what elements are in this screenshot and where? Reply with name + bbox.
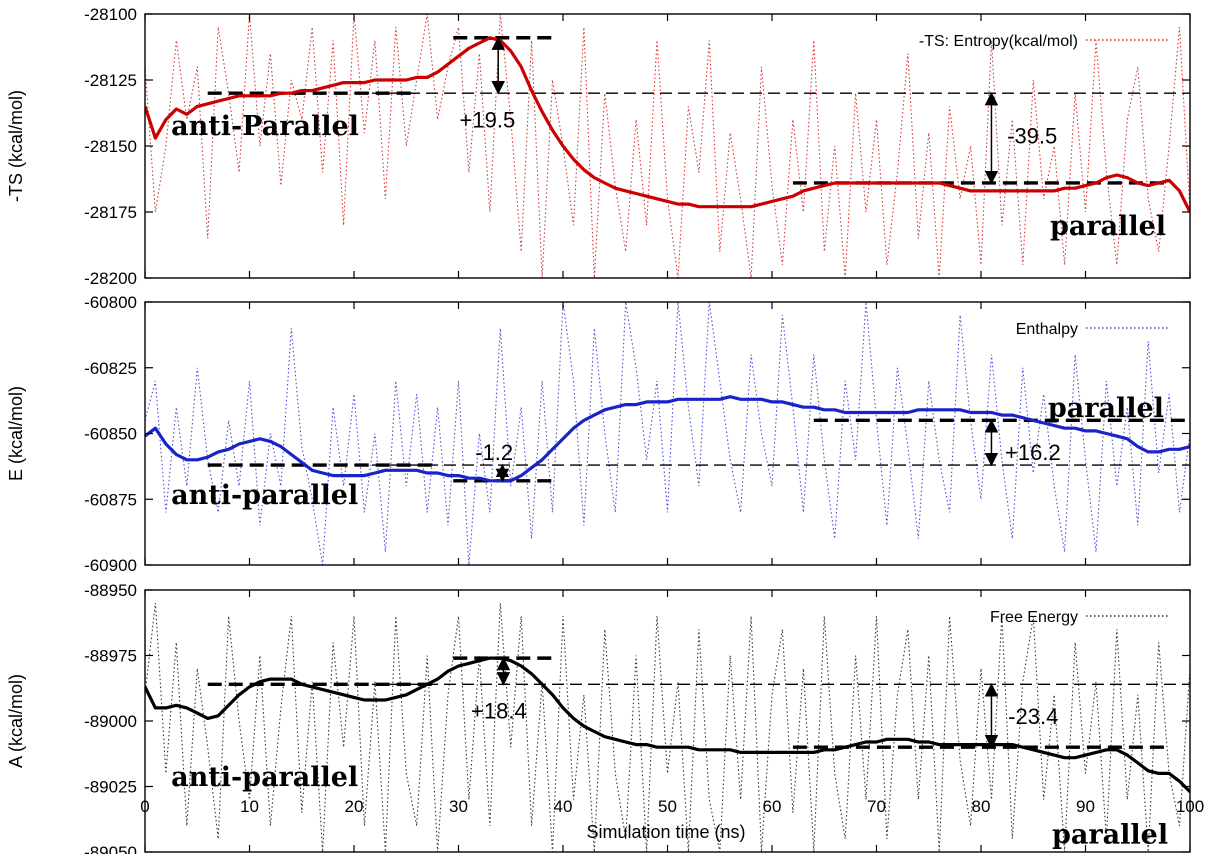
y-tick-label-enthalpy-4: -60900	[84, 556, 137, 575]
y-tick-label-entropy-2: -28150	[84, 137, 137, 156]
delta-label-entropy-0: +19.5	[460, 108, 516, 133]
y-tick-label-entropy-4: -28200	[84, 269, 137, 288]
x-tick-label-5: 50	[658, 797, 677, 816]
y-tick-label-free-energy-2: -89000	[84, 712, 137, 731]
delta-label-free-energy-0: +18.4	[471, 699, 527, 724]
x-tick-label-9: 90	[1076, 797, 1095, 816]
legend-label-free-energy: Free Energy	[990, 609, 1078, 626]
y-tick-label-entropy-0: -28100	[84, 5, 137, 24]
panel-enthalpy: anti-parallel parallel -1.2 +16.2 Enthalpy -6…	[6, 293, 1191, 575]
x-tick-label-1: 10	[240, 797, 259, 816]
phase-label-free-energy-1: parallel	[1052, 820, 1168, 851]
y-tick-label-free-energy-3: -89025	[84, 778, 137, 797]
phase-label-entropy-0: anti-Parallel	[171, 111, 359, 142]
x-tick-label-10: 100	[1176, 797, 1204, 816]
delta-label-enthalpy-1: +16.2	[1005, 440, 1061, 465]
x-tick-labels: 0 10 20 30 40 50 60 70 80 90 100	[140, 797, 1204, 816]
y-axis-label-free-energy: A (kcal/mol)	[6, 674, 26, 768]
x-tick-label-0: 0	[140, 797, 149, 816]
y-tick-label-free-energy-0: -88950	[84, 581, 137, 600]
y-tick-label-enthalpy-2: -60850	[84, 425, 137, 444]
delta-label-enthalpy-0: -1.2	[475, 440, 513, 465]
phase-label-enthalpy-0: anti-parallel	[171, 480, 358, 511]
raw-series-entropy	[145, 14, 1190, 278]
smooth-series-free-energy	[145, 656, 1190, 793]
y-tick-label-entropy-3: -28175	[84, 203, 137, 222]
y-tick-label-free-energy-4: -89050	[84, 843, 137, 854]
y-tick-label-free-energy-1: -88975	[84, 647, 137, 666]
panels: anti-Parallel parallel +19.5 -39.5 -TS: Entr…	[6, 5, 1204, 854]
x-tick-label-7: 70	[867, 797, 886, 816]
phase-label-enthalpy-1: parallel	[1048, 393, 1164, 424]
delta-label-free-energy-1: -23.4	[1008, 704, 1058, 729]
y-tick-label-enthalpy-1: -60825	[84, 359, 137, 378]
x-tick-label-6: 60	[763, 797, 782, 816]
panel-entropy: anti-Parallel parallel +19.5 -39.5 -TS: Entr…	[6, 5, 1191, 288]
smooth-series-enthalpy	[145, 395, 1190, 483]
x-tick-label-8: 80	[972, 797, 991, 816]
y-tick-label-entropy-1: -28125	[84, 71, 137, 90]
y-tick-label-enthalpy-3: -60875	[84, 490, 137, 509]
phase-label-free-energy-0: anti-parallel	[171, 762, 358, 793]
smooth-series-entropy	[145, 36, 1190, 213]
y-axis-label-enthalpy: E (kcal/mol)	[6, 386, 26, 481]
plot-frame-enthalpy	[144, 301, 1191, 566]
y-axis-label-entropy: -TS (kcal/mol)	[6, 90, 26, 202]
phase-label-entropy-1: parallel	[1050, 211, 1166, 242]
x-tick-label-4: 40	[554, 797, 573, 816]
x-tick-label-2: 20	[345, 797, 364, 816]
panel-free-energy: anti-parallel parallel +18.4 -23.4 Free Ener…	[6, 581, 1191, 854]
delta-label-entropy-1: -39.5	[1007, 123, 1057, 148]
raw-series-enthalpy	[145, 302, 1190, 565]
legend-label-enthalpy: Enthalpy	[1016, 321, 1078, 338]
y-tick-label-enthalpy-0: -60800	[84, 293, 137, 312]
x-axis-label: Simulation time (ns)	[586, 822, 745, 842]
x-tick-label-3: 30	[449, 797, 468, 816]
legend-label-entropy: -TS: Entropy(kcal/mol)	[919, 33, 1078, 50]
